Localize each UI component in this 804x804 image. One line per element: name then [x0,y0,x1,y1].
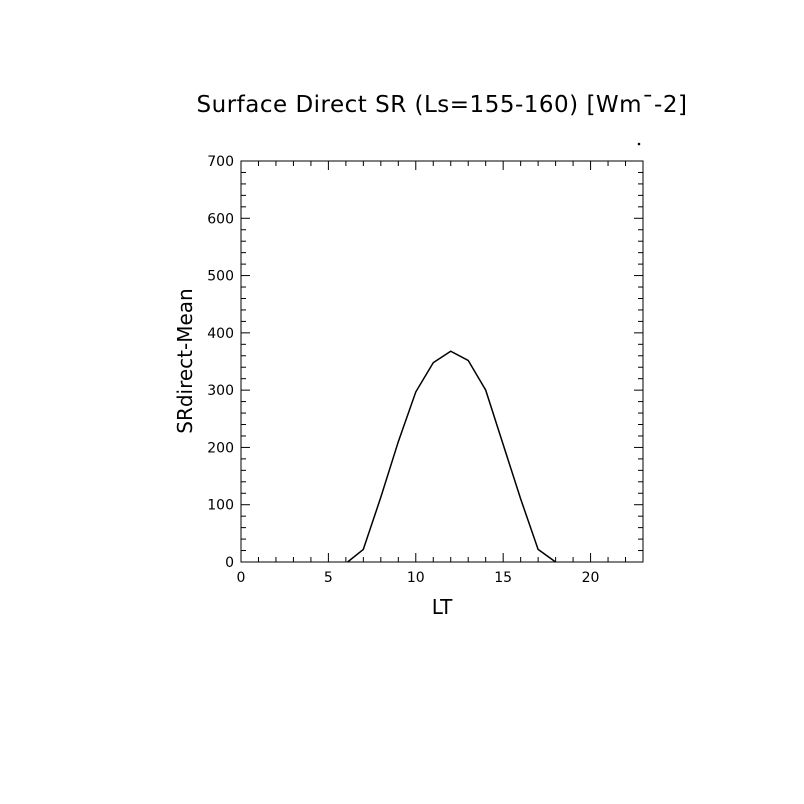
corner-dot [637,142,641,146]
x-axis-label: LT [432,595,453,619]
y-tick-label: 300 [207,383,234,399]
x-tick-label: 20 [582,570,600,586]
series-line [347,350,557,563]
y-tick-label: 0 [225,555,234,571]
x-tick-label: 10 [407,570,425,586]
y-tick-label: 100 [207,498,234,514]
series-layer [347,350,557,563]
chart-title: Surface Direct SR (Ls=155-160) [Wm¯-2] [197,92,688,118]
y-axis-label: SRdirect-Mean [173,288,197,433]
y-tick-label: 200 [207,440,234,456]
y-tick-label: 400 [207,326,234,342]
x-tick-label: 0 [237,570,246,586]
y-tick-label: 700 [207,154,234,170]
ticks-layer [240,160,644,563]
x-tick-label: 15 [494,570,512,586]
y-tick-label: 500 [207,269,234,285]
x-tick-label: 5 [324,570,333,586]
plot-frame [240,160,644,563]
y-tick-label: 600 [207,211,234,227]
